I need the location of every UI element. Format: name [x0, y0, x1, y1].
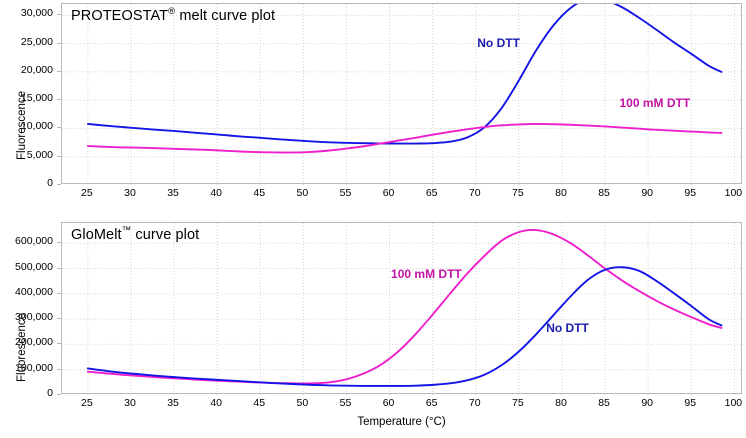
y-axis-tick-mark [57, 14, 61, 16]
y-axis-tick-mark [57, 70, 61, 72]
y-axis-tick-mark [57, 99, 61, 101]
y-axis-tick-mark [57, 242, 61, 244]
chart-title-top: PROTEOSTAT® melt curve plot [71, 6, 275, 24]
y-axis-tick-label: 0 [47, 177, 53, 189]
y-axis-tick-label: 5,000 [26, 148, 53, 161]
y-axis-tick-mark [57, 155, 61, 157]
y-axis-tick-label: 25,000 [20, 35, 53, 48]
x-axis-title: Temperature (°C) [357, 416, 446, 428]
y-axis-tick-label: 200,000 [15, 336, 53, 349]
x-axis-tick-label: 95 [684, 187, 697, 199]
chart-title-bottom: GloMelt™ curve plot [71, 225, 199, 243]
chart-title-top-rest: melt curve plot [175, 7, 276, 24]
chart-title-bottom-main: GloMelt [71, 226, 122, 243]
x-axis-tick-label: 40 [210, 397, 222, 409]
series-annotation-label: No DTT [477, 35, 520, 50]
glomelt-chart-panel: Fluorescence 0 100,000 200,000 300,000 400,0… [0, 210, 746, 438]
y-axis-tick-label: 20,000 [20, 63, 53, 76]
registered-trademark-icon: ® [168, 6, 176, 17]
series-line-100-mm-dtt [86, 122, 723, 154]
chart-title-top-main: PROTEOSTAT [71, 7, 169, 24]
series-line-no-dtt [86, 4, 723, 145]
trademark-icon: ™ [121, 225, 132, 236]
x-axis-tick-label: 35 [167, 187, 179, 199]
y-axis-tick-label: 30,000 [20, 7, 53, 20]
x-axis-tick-label: 55 [339, 397, 352, 409]
x-axis-tick-label: 100 [724, 397, 743, 409]
plot-canvas-top [62, 4, 743, 185]
y-axis-tick-label: 500,000 [15, 260, 53, 273]
x-axis-tick-label: 65 [425, 397, 438, 409]
y-axis-tick-mark [57, 394, 61, 395]
y-axis-tick-label: 600,000 [15, 235, 53, 248]
x-axis-tick-label: 65 [425, 187, 438, 199]
y-axis-tick-mark [57, 127, 61, 129]
y-axis-tick-mark [57, 343, 61, 345]
chart-title-bottom-rest: curve plot [131, 226, 200, 243]
series-annotation-label: 100 mM DTT [619, 95, 691, 110]
y-axis-tick-mark [57, 184, 61, 185]
x-axis-tick-label: 85 [598, 187, 610, 199]
y-axis-tick-label: 0 [47, 387, 53, 399]
series-annotation-label: No DTT [546, 320, 589, 335]
x-axis-tick-label: 80 [555, 187, 567, 199]
series-annotation-label: 100 mM DTT [391, 267, 462, 282]
series-line-no-dtt [86, 266, 723, 387]
x-axis-tick-label: 60 [382, 397, 395, 409]
x-axis-tick-label: 55 [339, 187, 352, 199]
plot-area-bottom [61, 222, 743, 395]
x-axis-tick-label: 80 [555, 397, 567, 409]
y-axis-tick-mark [57, 267, 61, 269]
series-line-100-mm-dtt [86, 229, 723, 385]
x-axis-tick-label: 30 [124, 187, 136, 199]
x-axis-tick-label: 25 [81, 397, 93, 409]
x-axis-tick-label: 95 [684, 397, 697, 409]
y-axis-tick-label: 100,000 [15, 361, 53, 374]
y-axis-tick-mark [57, 42, 61, 44]
x-axis-tick-label: 50 [296, 397, 309, 409]
x-axis-tick-label: 70 [468, 187, 481, 199]
y-axis-tick-mark [57, 292, 61, 294]
x-axis-tick-label: 35 [167, 397, 179, 409]
y-axis-tick-mark [57, 368, 61, 370]
y-axis-tick-label: 300,000 [15, 311, 53, 324]
x-axis-tick-label: 45 [253, 187, 266, 199]
plot-canvas-bottom [62, 223, 743, 395]
x-axis-tick-label: 30 [124, 397, 136, 409]
x-axis-tick-label: 85 [598, 397, 610, 409]
x-axis-tick-label: 60 [382, 187, 395, 199]
y-axis-tick-label: 15,000 [20, 92, 53, 105]
proteostat-chart-panel: Fluorescence 0 5,000 10,000 15,000 20,000 25,… [0, 0, 746, 200]
y-axis-tick-mark [57, 318, 61, 320]
x-axis-tick-label: 25 [81, 187, 93, 199]
x-axis-tick-label: 90 [641, 397, 654, 409]
x-axis-tick-label: 90 [641, 187, 654, 199]
plot-area-top [61, 3, 743, 185]
y-axis-tick-label: 10,000 [20, 120, 53, 133]
x-axis-tick-label: 70 [468, 397, 481, 409]
x-axis-tick-label: 40 [210, 187, 222, 199]
x-axis-tick-label: 75 [512, 397, 524, 409]
y-axis-tick-label: 400,000 [15, 285, 53, 298]
x-axis-tick-label: 50 [296, 187, 309, 199]
x-axis-tick-label: 100 [724, 187, 743, 199]
x-axis-tick-label: 75 [512, 187, 524, 199]
x-axis-tick-label: 45 [253, 397, 266, 409]
